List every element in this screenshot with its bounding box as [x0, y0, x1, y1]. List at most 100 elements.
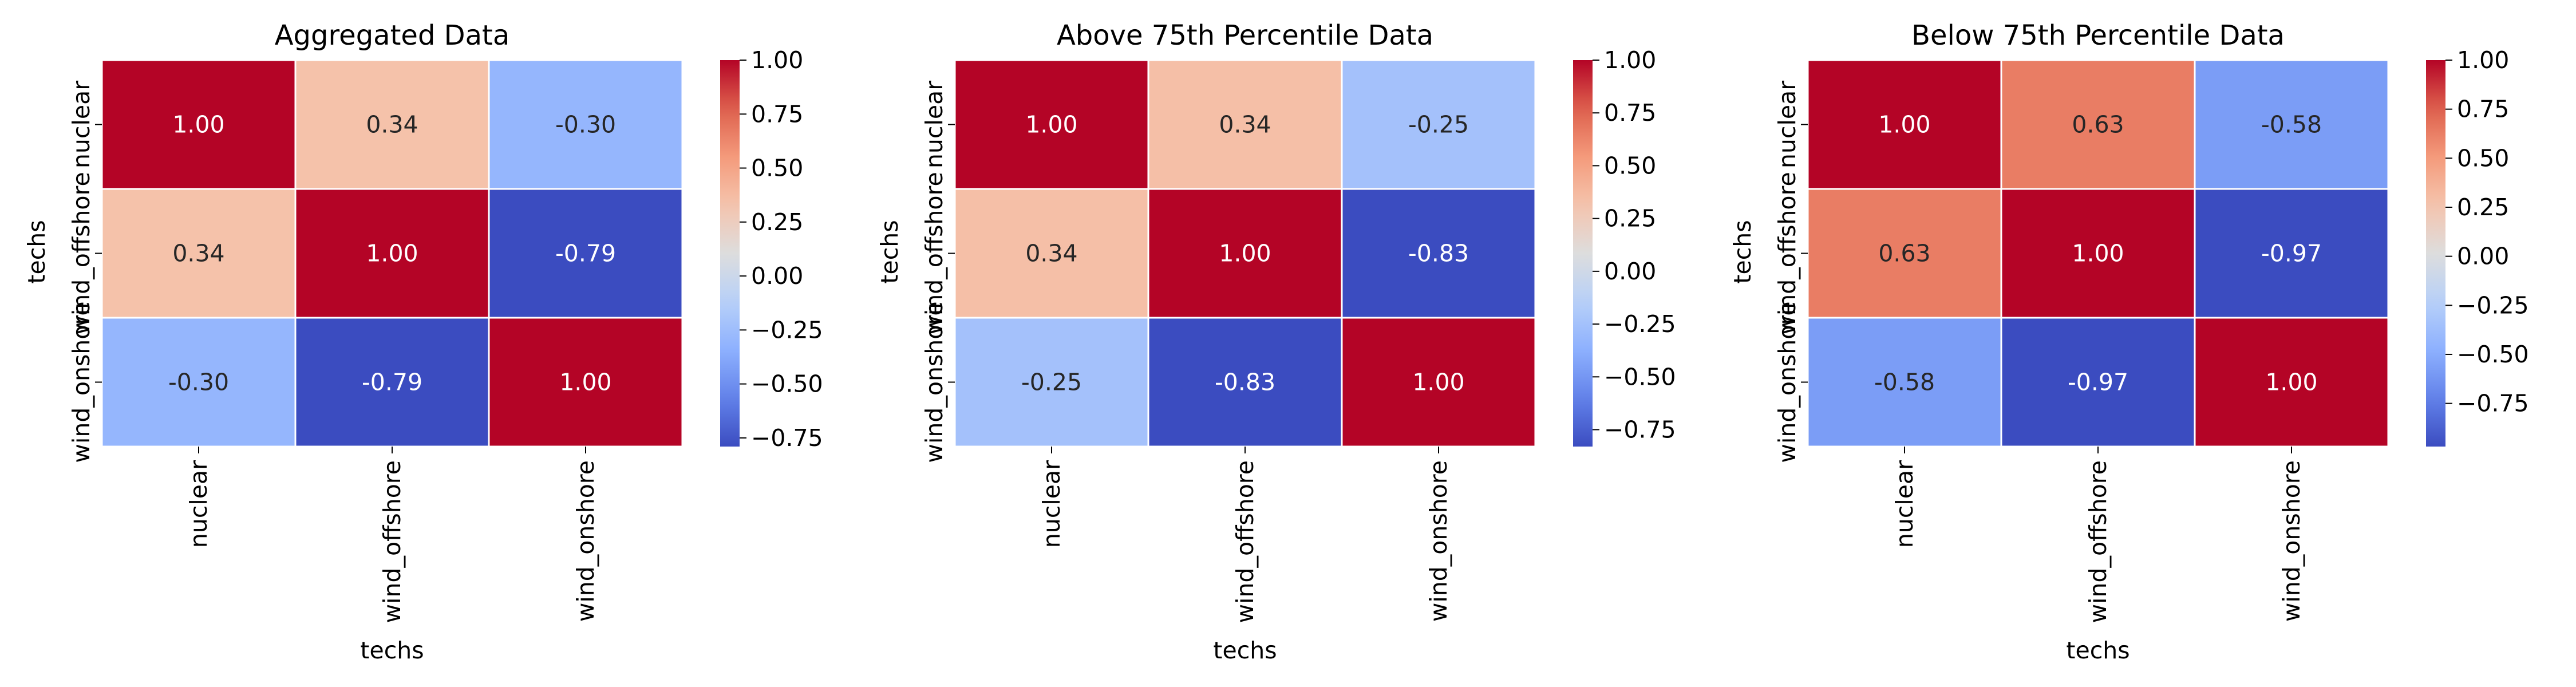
- heatmap-cell: [101, 188, 297, 319]
- cell-annotation: -0.97: [2261, 240, 2322, 267]
- x-tick-label: wind_onshore: [572, 460, 599, 622]
- colorbar-tick-label: −0.25: [751, 316, 823, 344]
- heatmap-panel: Above 75th Percentile Data 1.00 0.34 -0.25 0…: [876, 19, 1676, 664]
- y-tick-label: wind_onshore: [920, 301, 948, 463]
- colorbar-tick-label: 1.00: [2457, 46, 2509, 74]
- cell-annotation: -0.83: [1408, 240, 1469, 267]
- cell-annotation: 1.00: [1025, 111, 1077, 139]
- x-axis-label: techs: [360, 637, 424, 664]
- colorbar-tick-label: 0.00: [751, 262, 803, 290]
- colorbar-tick-label: −0.75: [1604, 416, 1676, 443]
- y-axis-label: techs: [1729, 220, 1756, 283]
- x-tick-label: nuclear: [185, 460, 212, 548]
- y-axis-label: techs: [23, 220, 50, 283]
- chart-title: Below 75th Percentile Data: [1911, 19, 2285, 52]
- y-tick-label: wind_onshore: [1773, 301, 1801, 463]
- cell-annotation: -0.58: [1874, 369, 1935, 396]
- colorbar-tick-label: 0.75: [2457, 96, 2509, 123]
- cell-annotation: -0.25: [1021, 369, 1082, 396]
- cell-annotation: 1.00: [559, 369, 611, 396]
- cell-annotation: 0.34: [1219, 111, 1271, 139]
- x-tick-label: wind_onshore: [2278, 460, 2305, 622]
- heatmap-cell: [2000, 188, 2196, 319]
- colorbar: [1573, 60, 1593, 447]
- heatmap-cell: [1147, 317, 1343, 448]
- heatmap-cell: [2000, 59, 2196, 190]
- cell-annotation: 1.00: [2265, 369, 2317, 396]
- cell-annotation: 0.63: [1878, 240, 1930, 267]
- colorbar-tick-label: 0.00: [1604, 258, 1656, 285]
- x-tick-label: wind_offshore: [1231, 460, 1259, 623]
- heatmap-cell: [954, 317, 1149, 448]
- colorbar-tick-label: −0.50: [751, 370, 823, 398]
- colorbar-tick-label: 0.00: [2457, 243, 2509, 270]
- cell-annotation: 1.00: [366, 240, 418, 267]
- x-tick-label: nuclear: [1038, 460, 1065, 548]
- heatmap-cell: [101, 59, 297, 190]
- heatmap-cell: [2000, 317, 2196, 448]
- y-tick-label: nuclear: [68, 81, 95, 168]
- cell-annotation: 1.00: [1219, 240, 1271, 267]
- cell-annotation: -0.97: [2068, 369, 2128, 396]
- colorbar-tick-label: −0.50: [1604, 363, 1676, 390]
- x-axis-label: techs: [2066, 637, 2129, 664]
- cell-annotation: 1.00: [1412, 369, 1464, 396]
- heatmap-cell: [488, 188, 683, 319]
- y-tick-label: nuclear: [920, 81, 948, 168]
- heatmap-cell: [954, 188, 1149, 319]
- heatmap-cell: [2194, 317, 2389, 448]
- y-axis-label: techs: [876, 220, 903, 283]
- colorbar-tick-label: −0.50: [2457, 341, 2529, 368]
- x-axis-label: techs: [1213, 637, 1277, 664]
- chart-title: Aggregated Data: [275, 19, 510, 52]
- cell-annotation: -0.30: [555, 111, 616, 139]
- colorbar-tick-label: 0.25: [1604, 205, 1656, 232]
- cell-annotation: -0.79: [362, 369, 422, 396]
- colorbar-tick-label: 1.00: [751, 46, 803, 74]
- y-tick-label: wind_offshore: [920, 172, 948, 334]
- heatmap-cell: [1341, 188, 1536, 319]
- heatmap-panel: Below 75th Percentile Data 1.00 0.63 -0.58 0…: [1729, 19, 2529, 664]
- heatmap-cell: [294, 59, 490, 190]
- cell-annotation: 0.34: [172, 240, 224, 267]
- colorbar-tick-label: 0.75: [751, 100, 803, 128]
- cell-annotation: -0.58: [2261, 111, 2322, 139]
- colorbar-tick-label: −0.25: [2457, 291, 2529, 319]
- heatmap-cell: [2194, 59, 2389, 190]
- cell-annotation: 1.00: [172, 111, 224, 139]
- colorbar-tick-label: −0.25: [1604, 310, 1676, 338]
- y-tick-label: wind_onshore: [68, 301, 95, 463]
- cell-annotation: 0.34: [1025, 240, 1077, 267]
- colorbar-tick-label: −0.75: [2457, 390, 2529, 417]
- colorbar-tick-label: 0.75: [1604, 99, 1656, 127]
- colorbar: [720, 60, 740, 447]
- heatmap-panel: Aggregated Data 1.00 0.34 -0.30 0.34 1.00 -0.7…: [23, 19, 823, 664]
- cell-annotation: -0.25: [1408, 111, 1469, 139]
- x-tick-label: nuclear: [1891, 460, 1918, 548]
- x-tick-label: wind_onshore: [1425, 460, 1452, 622]
- y-tick-label: nuclear: [1773, 81, 1801, 168]
- cell-annotation: -0.83: [1215, 369, 1275, 396]
- colorbar-tick-label: 1.00: [1604, 46, 1656, 74]
- cell-annotation: 0.34: [366, 111, 418, 139]
- colorbar-tick-label: −0.75: [751, 424, 823, 452]
- y-tick-label: wind_offshore: [68, 172, 95, 334]
- heatmap-cell: [1807, 59, 2002, 190]
- colorbar-tick-label: 0.50: [2457, 144, 2509, 172]
- heatmap-cell: [1341, 59, 1536, 190]
- colorbar-tick-label: 0.50: [1604, 152, 1656, 179]
- colorbar-tick-label: 0.25: [751, 208, 803, 236]
- heatmap-cell: [294, 188, 490, 319]
- cell-annotation: 1.00: [1878, 111, 1930, 139]
- x-tick-label: wind_offshore: [378, 460, 406, 623]
- y-tick-label: wind_offshore: [1773, 172, 1801, 334]
- cell-annotation: 1.00: [2072, 240, 2124, 267]
- heatmap-cell: [488, 59, 683, 190]
- x-tick-label: wind_offshore: [2084, 460, 2112, 623]
- cell-annotation: -0.30: [168, 369, 229, 396]
- colorbar-tick-label: 0.25: [2457, 194, 2509, 221]
- colorbar: [2426, 60, 2445, 447]
- chart-title: Above 75th Percentile Data: [1057, 19, 1433, 52]
- cell-annotation: -0.79: [555, 240, 616, 267]
